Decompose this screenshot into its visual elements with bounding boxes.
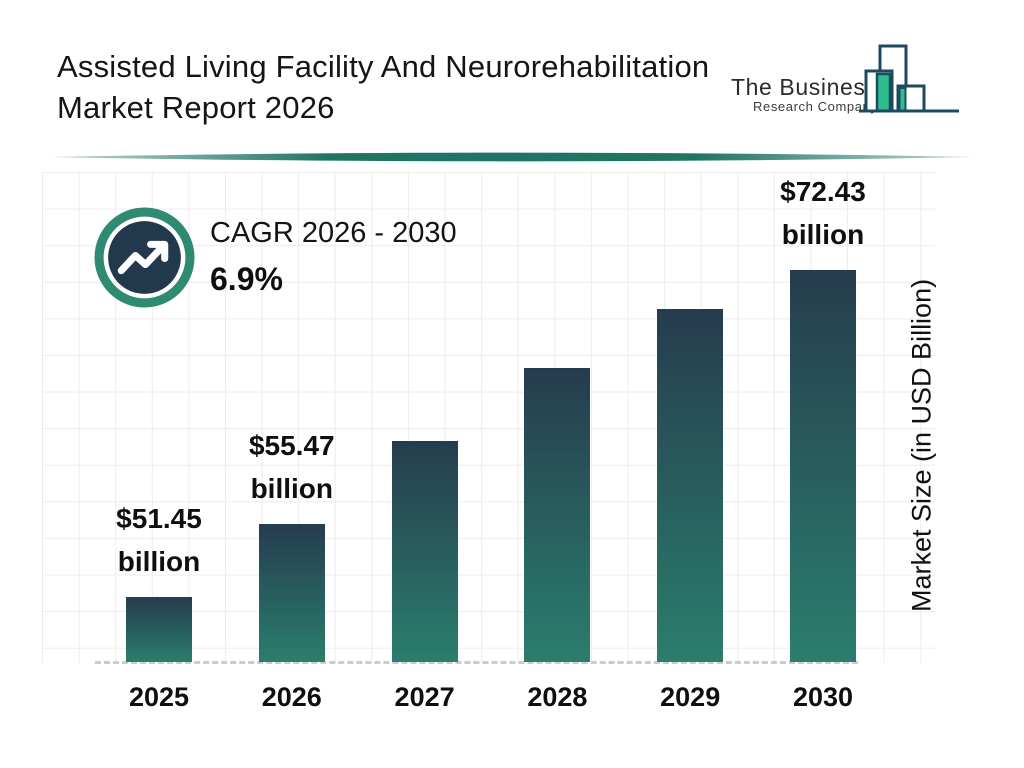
bar-chart: $51.45 billion 2025 $55.47 billion 2026 2027 20…	[116, 176, 866, 712]
bar: 2027	[391, 441, 458, 712]
bar-fill	[789, 270, 856, 662]
page-title: Assisted Living Facility And Neurorehabi…	[57, 46, 747, 128]
bar-value-label: $72.43 billion	[708, 170, 938, 256]
section-divider	[50, 152, 975, 162]
bar: $72.43 billion 2030	[780, 176, 866, 712]
x-axis-year-label: 2030	[792, 682, 854, 712]
bar: 2029	[657, 309, 724, 712]
y-axis-label: Market Size (in USD Billion)	[906, 278, 937, 612]
x-axis-dashed-line	[95, 661, 858, 664]
x-axis-year-label: 2025	[128, 682, 190, 712]
x-axis-year-label: 2029	[660, 682, 721, 712]
page-title-line1: Assisted Living Facility And Neurorehabi…	[57, 49, 710, 84]
logo-bars-icon	[859, 44, 959, 113]
cagr-value: 6.9%	[210, 261, 283, 297]
bar-value-amount: $55.47	[248, 430, 335, 461]
trend-up-badge-icon	[94, 207, 195, 308]
x-axis-year-label: 2027	[394, 682, 455, 712]
bar-fill	[126, 597, 192, 662]
bar-fill	[258, 524, 325, 662]
bar-value-amount: $72.43	[780, 176, 866, 207]
bar: $51.45 billion 2025	[116, 503, 202, 712]
bar: 2028	[524, 368, 591, 712]
bar-value-label: $55.47 billion	[177, 424, 407, 510]
bar-fill	[391, 441, 458, 662]
logo-company-name: The Business	[731, 74, 878, 100]
cagr-period-label: CAGR 2026 - 2030	[210, 217, 457, 249]
x-axis-year-label: 2026	[261, 682, 322, 712]
logo-company-subname: Research Company	[753, 99, 878, 114]
page-title-line2: Market Report 2026	[57, 90, 335, 125]
bar-value-unit: billion	[250, 473, 334, 504]
bar-fill	[657, 309, 724, 662]
bar-value-unit: billion	[117, 546, 201, 577]
bar-value-amount: $51.45	[116, 503, 202, 534]
bar-fill	[524, 368, 591, 662]
bar-value-unit: billion	[781, 219, 865, 250]
bar-value-label: $51.45 billion	[44, 497, 274, 583]
bar: $55.47 billion 2026	[249, 430, 335, 712]
x-axis-year-label: 2028	[527, 682, 588, 712]
